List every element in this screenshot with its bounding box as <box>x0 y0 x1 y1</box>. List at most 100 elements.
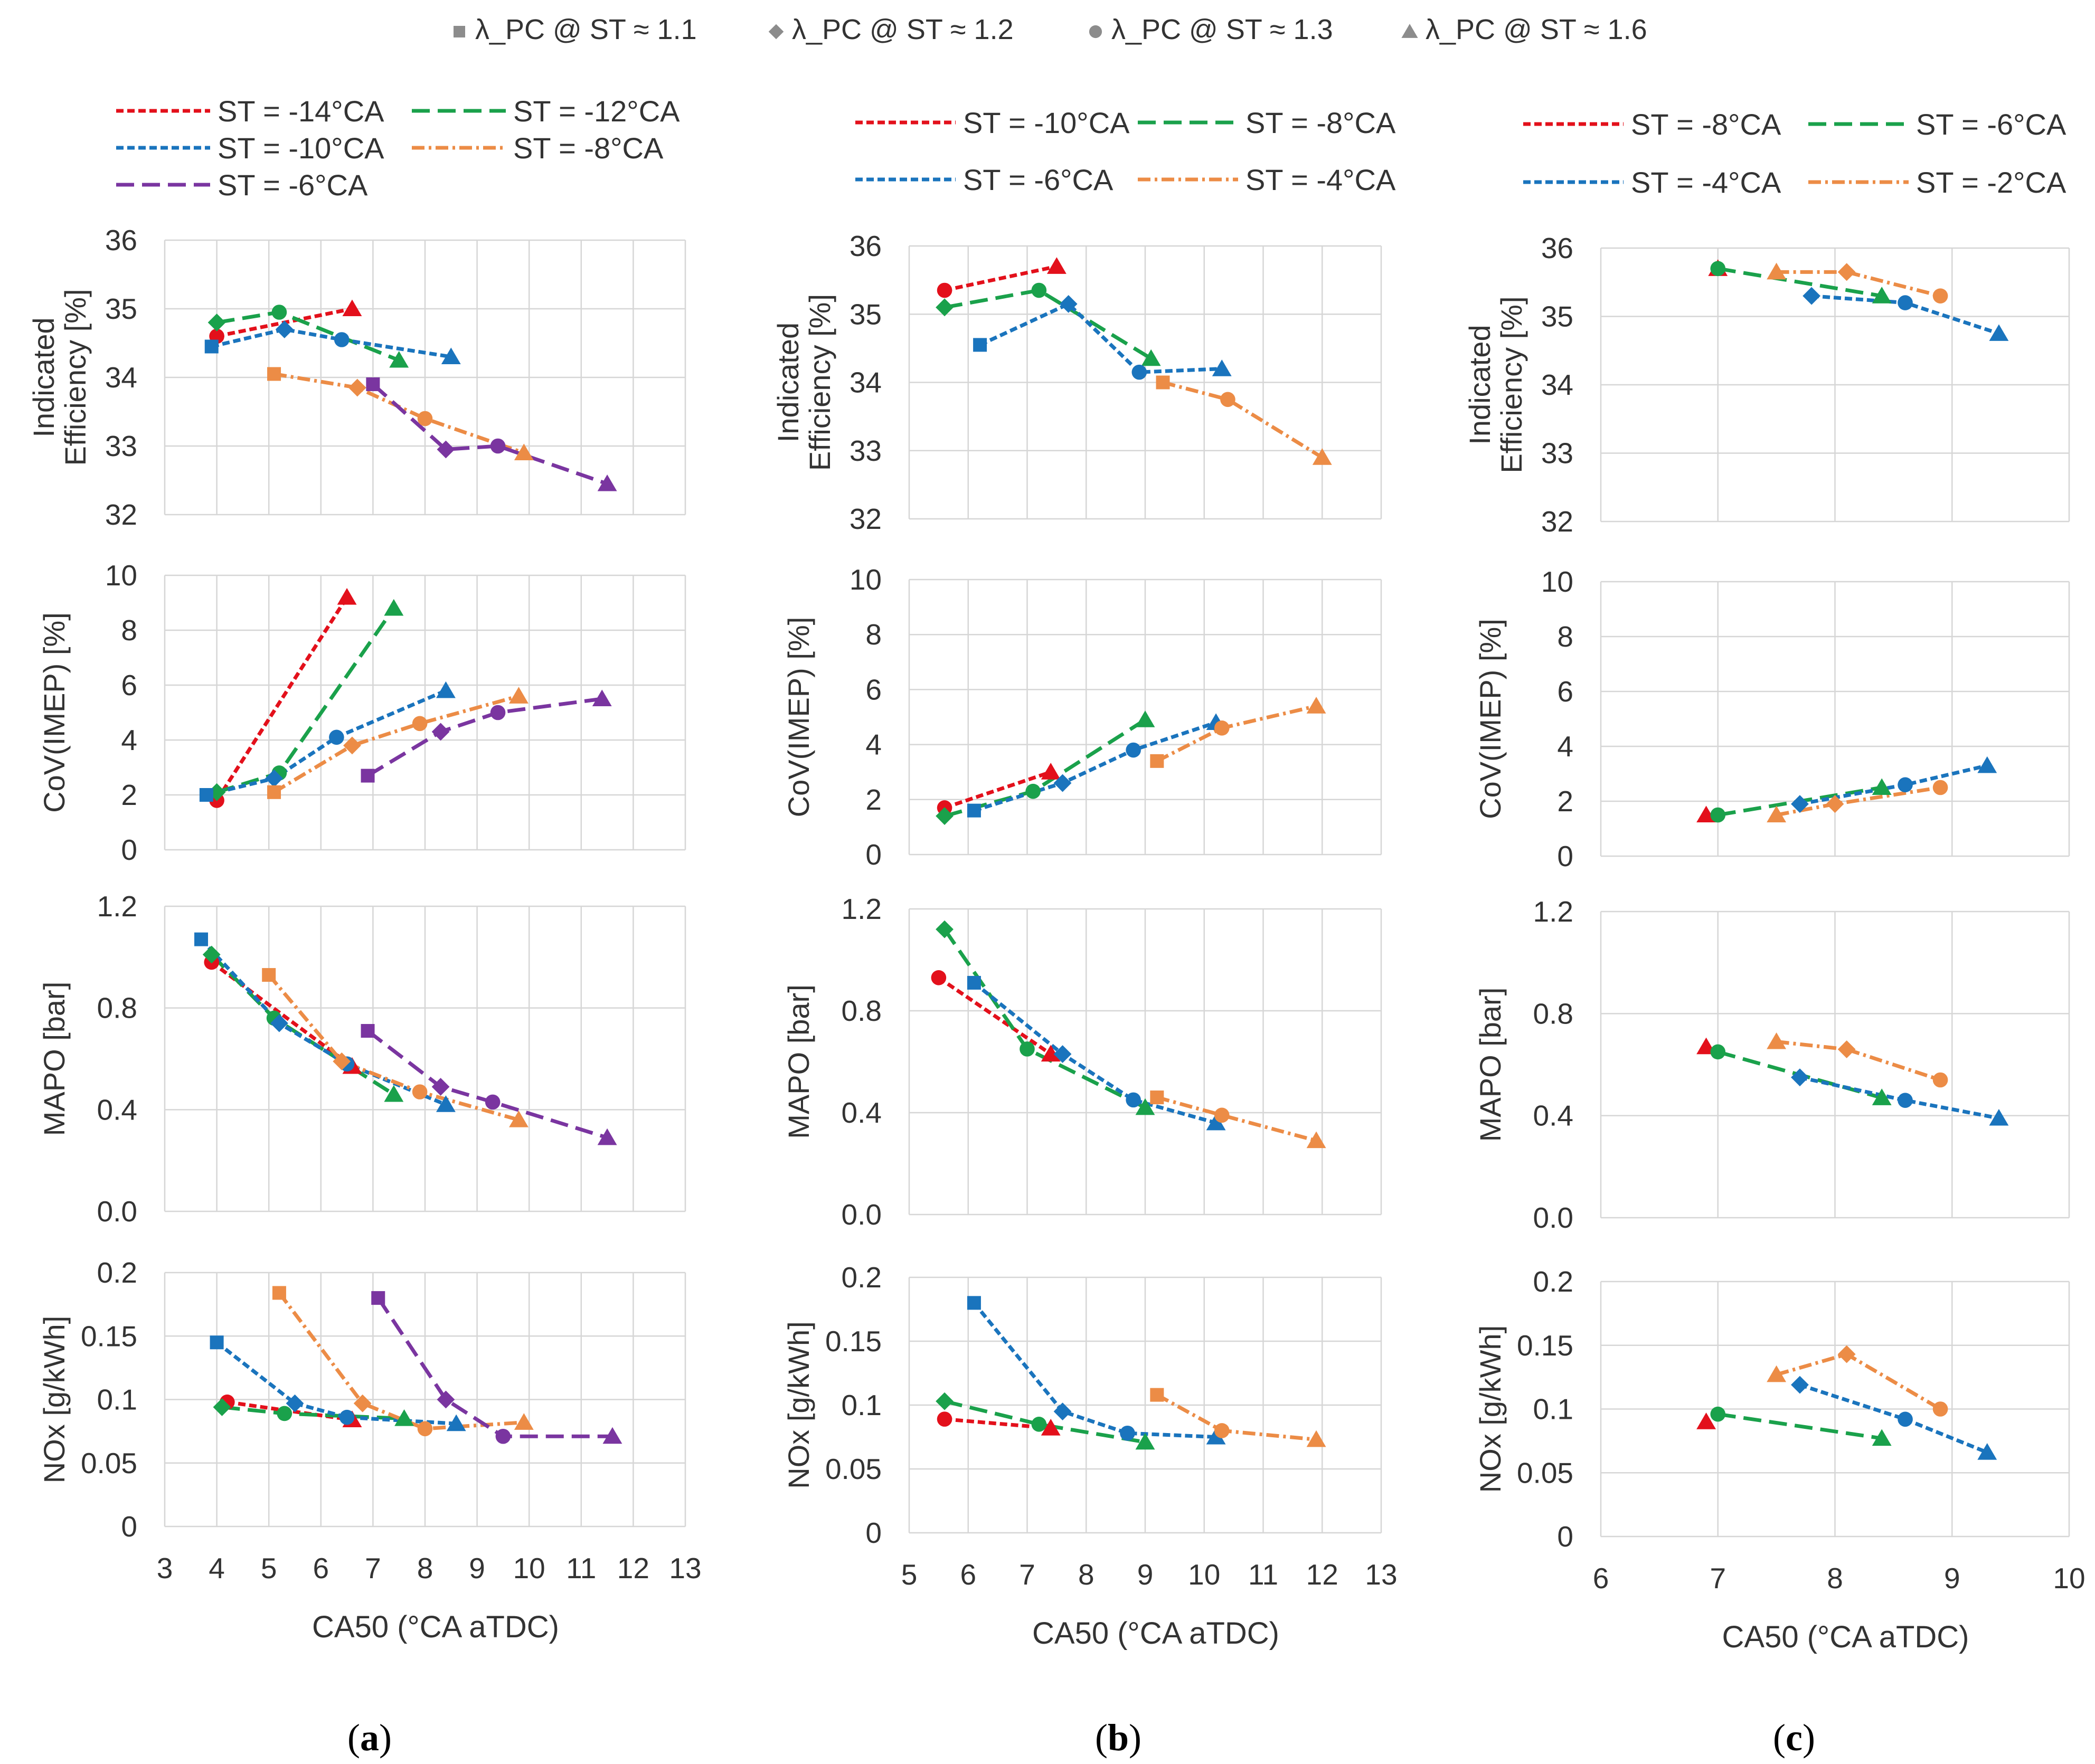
caption-open-paren: ( <box>1095 1716 1108 1759</box>
data-point-diamond <box>1837 263 1856 281</box>
data-point-triangle <box>514 1413 534 1430</box>
data-point-square <box>210 1335 224 1350</box>
data-point-circle <box>485 1094 501 1110</box>
y-tick-label: 0.4 <box>1533 1099 1573 1132</box>
data-point-triangle <box>436 1095 456 1112</box>
y-axis-label: CoV(IMEP) [%] <box>782 617 815 818</box>
data-point-triangle <box>1872 1088 1892 1105</box>
data-point-circle <box>1020 1041 1035 1057</box>
x-tick-label: 11 <box>566 1552 596 1585</box>
y-tick-label: 33 <box>850 434 882 467</box>
y-tick-label: 0.2 <box>1533 1265 1573 1298</box>
data-point-circle <box>1932 288 1948 304</box>
caption-open-paren: ( <box>347 1716 360 1759</box>
data-point-circle <box>937 1411 952 1427</box>
series-line <box>273 694 520 794</box>
y-tick-label: 0.0 <box>97 1195 137 1228</box>
legend-label: ST = -4°CA <box>1245 163 1396 196</box>
panel-c: ST = -8°CA ST = -6°CA ST = -4°CA ST = -2°CA… <box>1463 108 2085 1759</box>
series-line <box>376 1297 612 1438</box>
x-axis-label: CA50 (°CA aTDC) <box>312 1610 559 1644</box>
data-point-circle <box>1131 364 1147 380</box>
y-tick-label: 34 <box>105 361 137 394</box>
data-point-diamond <box>1053 774 1072 792</box>
y-tick-label: 0 <box>1557 1520 1573 1553</box>
x-tick-label: 8 <box>1827 1562 1843 1595</box>
data-point-triangle <box>1989 1108 2009 1126</box>
data-point-triangle <box>441 347 461 365</box>
data-point-circle <box>1710 1044 1726 1060</box>
data-point-square <box>361 1024 375 1038</box>
series-line <box>366 697 602 777</box>
subplot-mapo: 0.0 0.4 0.8 1.2 MAPO [bar] <box>782 893 1382 1231</box>
x-tick-label: 11 <box>1248 1558 1278 1591</box>
data-point-circle <box>334 332 350 347</box>
y-tick-label: 0 <box>121 833 137 866</box>
subplot-cov-imep: 0 2 4 6 8 10 CoV(IMEP) [%] <box>37 559 686 866</box>
y-tick-label: 1.2 <box>842 893 882 925</box>
y-tick-label: 2 <box>865 783 882 816</box>
data-point-diamond <box>431 723 450 741</box>
marker-legend-label: λ_PC @ ST ≈ 1.2 <box>792 14 1014 45</box>
data-point-triangle <box>337 588 357 605</box>
marker-legend-label: λ_PC @ ST ≈ 1.3 <box>1111 14 1333 45</box>
series-line <box>215 1341 457 1426</box>
y-tick-label: 0.1 <box>97 1383 137 1416</box>
gridlines <box>164 1272 686 1528</box>
data-point-triangle <box>509 687 529 704</box>
x-tick-label: 6 <box>313 1552 329 1585</box>
data-point-circle <box>1220 392 1235 407</box>
legend-label: ST = -8°CA <box>1631 108 1781 141</box>
y-axis-label-line2: Efficiency [%] <box>803 294 836 471</box>
data-point-diamond <box>1837 1345 1856 1363</box>
data-point-circle <box>1120 1425 1135 1441</box>
legend-item: ST = -8°CA <box>412 131 664 165</box>
data-point-triangle <box>1041 1419 1061 1436</box>
data-point-circle <box>1932 1401 1948 1417</box>
subplot-mapo: 0.0 0.4 0.8 1.2 MAPO [bar] <box>1474 895 2070 1234</box>
panel-legend: ST = -14°CA ST = -12°CA ST = -10°CA ST = -8… <box>116 94 680 202</box>
data-point-triangle <box>597 474 617 491</box>
data-point-triangle <box>446 1414 466 1431</box>
data-point-circle <box>1214 720 1230 736</box>
x-tick-label: 3 <box>157 1552 173 1585</box>
triangle-marker-icon <box>1401 24 1418 38</box>
data-point-triangle <box>1306 697 1326 714</box>
data-point-circle <box>490 705 506 720</box>
caption-close-paren: ) <box>379 1716 392 1759</box>
subplot-mapo: 0.0 0.4 0.8 1.2 MAPO [bar] <box>37 890 686 1228</box>
x-tick-label: 6 <box>960 1558 976 1591</box>
y-tick-label: 0 <box>1557 840 1573 872</box>
panel-b: ST = -10°CA ST = -8°CA ST = -6°CA ST = -4°C… <box>771 106 1398 1759</box>
x-tick-label: 12 <box>1306 1558 1338 1591</box>
y-tick-label: 0.8 <box>97 992 137 1025</box>
series-line <box>1799 1075 1999 1120</box>
panel-caption: (a) <box>347 1716 392 1759</box>
data-point-square <box>371 1291 385 1305</box>
data-point-diamond <box>270 1014 288 1032</box>
data-point-triangle <box>1767 805 1787 823</box>
data-point-circle <box>1898 777 1913 793</box>
y-tick-label: 0 <box>865 1516 882 1549</box>
data-point-triangle <box>1977 1443 1997 1460</box>
series-line <box>944 288 1152 361</box>
data-point-triangle <box>1041 1045 1061 1062</box>
y-tick-label: 10 <box>105 559 137 592</box>
legend-item: ST = -12°CA <box>412 94 680 128</box>
legend-item: ST = -4°CA <box>1138 163 1396 196</box>
y-tick-label: 8 <box>1557 620 1573 653</box>
x-tick-label: 9 <box>1944 1562 1960 1595</box>
marker-legend-item: λ_PC @ ST ≈ 1.6 <box>1401 14 1647 45</box>
y-tick-label: 0.1 <box>842 1389 882 1421</box>
data-point-diamond <box>936 807 954 825</box>
data-point-triangle <box>436 681 456 698</box>
data-point-circle <box>495 1428 511 1444</box>
data-point-circle <box>1710 261 1726 277</box>
y-tick-label: 0.2 <box>97 1256 137 1289</box>
data-point-triangle <box>394 1409 414 1426</box>
data-point-circle <box>339 1409 355 1425</box>
series-line <box>1799 1383 1988 1454</box>
